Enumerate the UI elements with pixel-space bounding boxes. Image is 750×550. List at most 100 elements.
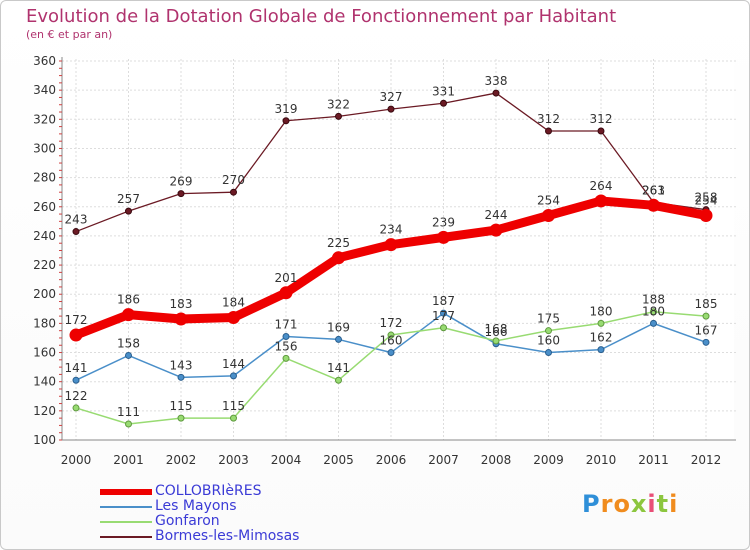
- data-point-gonfaron: [545, 327, 552, 335]
- data-point-gonfaron: [492, 337, 500, 345]
- data-label-collobri-res: 254: [537, 194, 560, 208]
- x-tick-label: 2009: [533, 453, 564, 467]
- data-label-gonfaron: 141: [327, 361, 350, 375]
- x-tick-label: 2011: [638, 453, 669, 467]
- data-label-gonfaron: 115: [222, 399, 245, 413]
- x-tick-label: 2010: [586, 453, 617, 467]
- data-label-bormes-les-mimosas: 312: [537, 112, 560, 126]
- legend-label-les-mayons: Les Mayons: [155, 498, 237, 514]
- data-label-collobri-res: 172: [65, 313, 88, 327]
- data-label-bormes-les-mimosas: 243: [65, 213, 88, 227]
- data-label-bormes-les-mimosas: 258: [695, 191, 718, 205]
- y-tick-label: 360: [33, 54, 56, 68]
- data-label-les-mayons: 158: [117, 336, 140, 350]
- data-point-les-mayons: [282, 333, 290, 341]
- data-point-bormes-les-mimosas: [282, 117, 290, 125]
- data-point-gonfaron: [597, 319, 605, 327]
- data-label-les-mayons: 166: [485, 325, 508, 339]
- data-point-collobri-res: [594, 194, 608, 208]
- y-tick-label: 180: [33, 316, 56, 330]
- data-point-les-mayons: [702, 338, 710, 346]
- data-point-collobri-res: [437, 230, 450, 244]
- data-label-bormes-les-mimosas: 269: [170, 175, 193, 189]
- data-point-gonfaron: [335, 376, 342, 384]
- data-point-collobri-res: [279, 286, 293, 300]
- plot-area: [62, 59, 734, 440]
- data-label-les-mayons: 143: [170, 358, 193, 372]
- x-tick-label: 2000: [61, 453, 92, 467]
- data-label-gonfaron: 111: [117, 405, 140, 419]
- legend-swatch-les-mayons: [100, 506, 152, 508]
- data-point-gonfaron: [440, 324, 447, 332]
- data-point-collobri-res: [542, 209, 555, 223]
- x-tick-label: 2012: [691, 453, 722, 467]
- data-point-gonfaron: [650, 308, 657, 316]
- data-point-collobri-res: [122, 308, 135, 322]
- data-point-collobri-res: [489, 223, 503, 237]
- data-point-collobri-res: [69, 328, 83, 342]
- y-tick-label: 300: [33, 141, 56, 155]
- logo-letter: r: [600, 490, 614, 518]
- data-point-les-mayons: [545, 349, 552, 357]
- data-point-collobri-res: [699, 209, 713, 223]
- data-point-bormes-les-mimosas: [440, 99, 447, 107]
- data-label-collobri-res: 183: [170, 297, 193, 311]
- data-label-collobri-res: 264: [590, 179, 613, 193]
- logo-letter: i: [669, 490, 679, 518]
- y-tick-label: 260: [33, 200, 56, 214]
- x-tick-label: 2006: [376, 453, 407, 467]
- data-point-les-mayons: [650, 319, 657, 327]
- data-point-bormes-les-mimosas: [230, 188, 237, 196]
- logo-letter: t: [656, 490, 670, 518]
- data-point-les-mayons: [72, 376, 80, 384]
- y-tick-label: 120: [33, 404, 56, 418]
- data-label-les-mayons: 160: [380, 334, 403, 348]
- data-point-les-mayons: [440, 309, 447, 317]
- y-tick-label: 280: [33, 171, 56, 185]
- data-point-les-mayons: [125, 351, 132, 359]
- data-point-gonfaron: [702, 312, 710, 320]
- x-tick-label: 2007: [428, 453, 459, 467]
- data-label-gonfaron: 175: [537, 312, 560, 326]
- data-label-les-mayons: 160: [537, 334, 560, 348]
- logo-letter: o: [613, 490, 631, 518]
- x-tick-label: 2008: [481, 453, 512, 467]
- data-point-gonfaron: [282, 354, 290, 362]
- data-label-gonfaron: 180: [590, 304, 613, 318]
- data-point-collobri-res: [174, 312, 188, 326]
- data-label-bormes-les-mimosas: 338: [485, 74, 508, 88]
- data-point-les-mayons: [597, 346, 605, 354]
- legend-swatch-gonfaron: [100, 521, 152, 523]
- data-label-bormes-les-mimosas: 331: [432, 84, 455, 98]
- data-label-gonfaron: 185: [695, 297, 718, 311]
- data-label-gonfaron: 168: [485, 322, 508, 336]
- data-point-collobri-res: [647, 198, 660, 212]
- data-label-gonfaron: 156: [275, 339, 298, 353]
- data-label-gonfaron: 177: [432, 309, 455, 323]
- data-point-bormes-les-mimosas: [125, 207, 132, 215]
- data-label-gonfaron: 122: [65, 389, 88, 403]
- data-label-les-mayons: 171: [275, 318, 298, 332]
- legend-label-gonfaron: Gonfaron: [155, 513, 220, 529]
- data-point-les-mayons: [177, 373, 185, 381]
- legend-label-collobrieres: COLLOBRIèRES: [155, 483, 262, 499]
- logo-letter: x: [630, 490, 648, 518]
- data-label-collobri-res: 225: [327, 236, 350, 250]
- data-label-collobri-res: 239: [432, 215, 455, 229]
- data-point-les-mayons: [230, 372, 237, 380]
- data-point-bormes-les-mimosas: [72, 228, 80, 236]
- data-label-bormes-les-mimosas: 327: [380, 90, 403, 104]
- data-label-les-mayons: 162: [590, 331, 613, 345]
- data-label-collobri-res: 244: [485, 208, 508, 222]
- chart-subtitle: (en € et par an): [26, 28, 113, 41]
- y-tick-label: 160: [33, 346, 56, 360]
- data-point-les-mayons: [387, 349, 395, 357]
- data-point-bormes-les-mimosas: [387, 105, 395, 113]
- data-label-collobri-res: 186: [117, 293, 140, 307]
- data-point-gonfaron: [125, 420, 132, 428]
- data-label-collobri-res: 254: [695, 194, 718, 208]
- data-label-collobri-res: 234: [380, 223, 403, 237]
- legend-swatch-collobrieres: [100, 489, 152, 495]
- data-point-bormes-les-mimosas: [545, 127, 552, 135]
- data-label-gonfaron: 188: [642, 293, 665, 307]
